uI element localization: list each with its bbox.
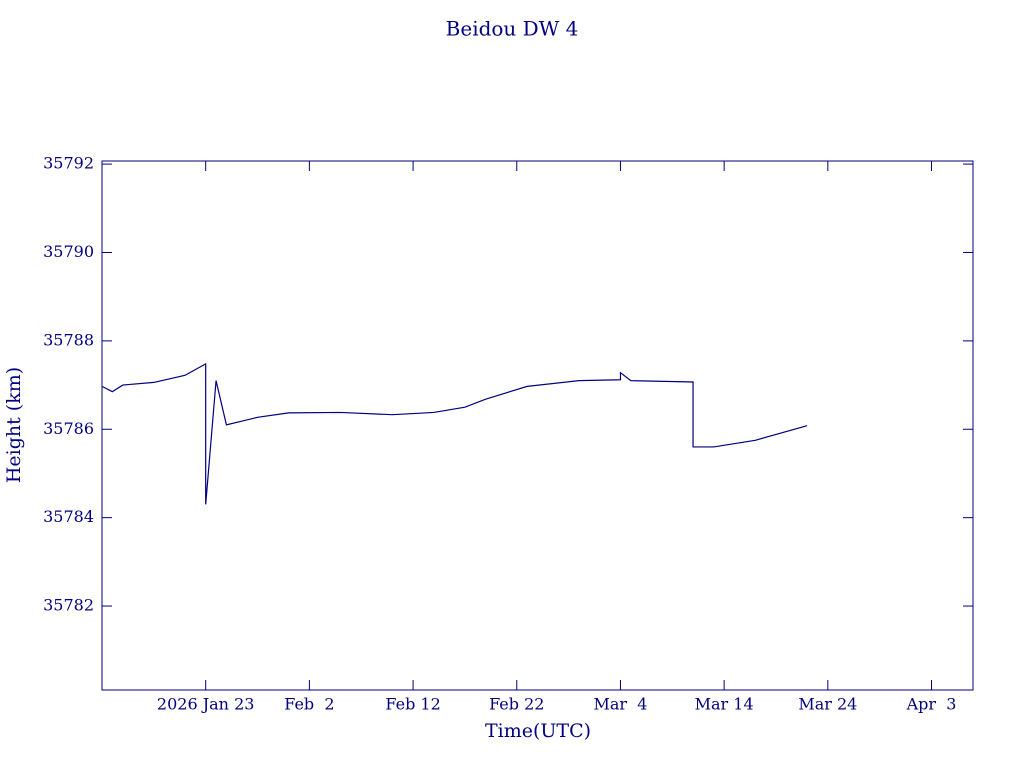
y-axis-label: Height (km) [3,367,25,483]
x-tick-label: Feb 22 [489,695,544,714]
x-tick-label: Feb 12 [385,695,440,714]
x-tick-label: Mar 14 [695,695,754,714]
x-axis-label: Time(UTC) [485,720,591,742]
plot-frame [101,160,974,691]
y-tick-label: 35790 [43,242,94,261]
x-tick-label: 2026 Jan 23 [157,695,255,714]
y-tick-label: 35792 [43,154,94,173]
x-tick-label: Feb 2 [284,695,334,714]
chart-title: Beidou DW 4 [446,17,579,41]
x-tick-label: Mar 24 [798,695,857,714]
y-tick-label: 35788 [43,330,94,349]
data-line [101,362,808,505]
x-tick-label: Apr 3 [906,695,957,714]
y-tick-label: 35786 [43,419,94,438]
y-tick-label: 35784 [43,507,94,526]
y-tick-label: 35782 [43,596,94,615]
x-tick-label: Mar 4 [593,695,647,714]
